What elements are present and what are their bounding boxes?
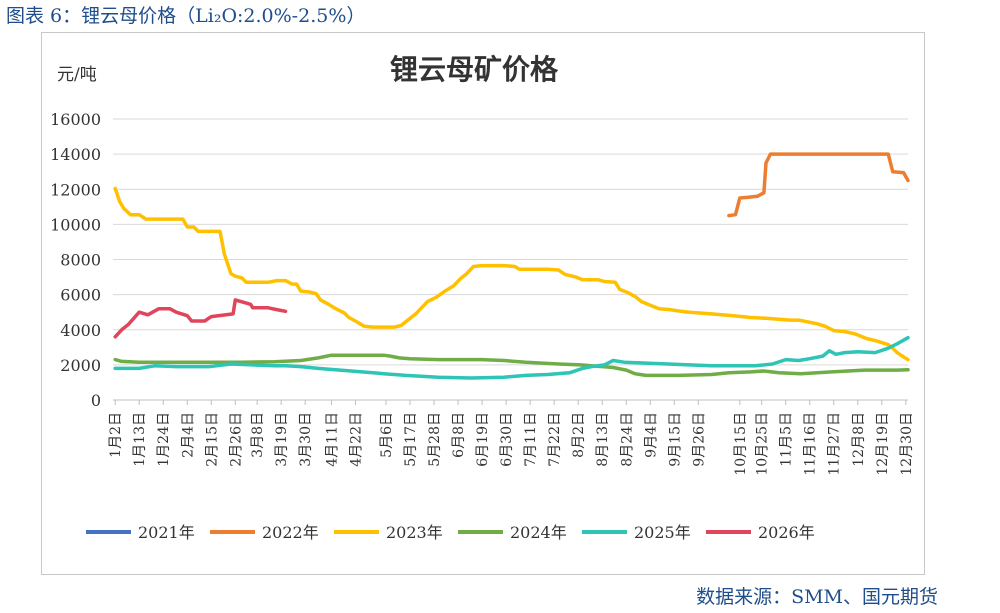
- x-tick-label: 6月30日: [499, 412, 515, 467]
- lithium-mica-price-chart: 锂云母矿价格 元/吨 0 2000 4000 6000 8000 10000 12000 14…: [50, 53, 915, 542]
- series-line-2024: [113, 353, 910, 378]
- x-tick-label: 5月28日: [427, 412, 443, 467]
- y-tick-label: 10000: [50, 215, 101, 234]
- x-tick-label: 12月19日: [875, 412, 891, 476]
- y-tick-label: 6000: [60, 286, 101, 305]
- y-tick-label: 4000: [60, 321, 101, 340]
- x-tick-label: 11月16日: [803, 412, 819, 476]
- legend-label: 2021年: [138, 523, 195, 542]
- x-tick-label: 4月11日: [324, 412, 340, 467]
- y-axis-ticks: 0 2000 4000 6000 8000 10000 12000 14000 16000: [50, 110, 101, 410]
- x-tick-label: 1月13日: [132, 412, 148, 467]
- y-tick-label: 16000: [50, 110, 101, 129]
- legend-label: 2025年: [634, 523, 691, 542]
- y-axis-unit-label: 元/吨: [57, 65, 97, 85]
- x-tick-label: 10月15日: [733, 412, 749, 476]
- x-tick-label: 1月24日: [156, 412, 172, 467]
- x-tick-label: 9月26日: [691, 412, 707, 467]
- source-note: 数据来源：SMM、国元期货: [696, 586, 938, 608]
- x-tick-label: 3月19日: [274, 412, 290, 467]
- x-tick-label: 4月22日: [348, 412, 364, 467]
- y-tick-label: 12000: [50, 180, 101, 199]
- x-tick-label: 6月19日: [475, 412, 491, 467]
- x-tick-label: 7月22日: [547, 412, 563, 467]
- x-tick-label: 1月2日: [108, 412, 124, 458]
- chart-title: 锂云母矿价格: [390, 53, 559, 86]
- x-axis-ticks: 1月2日 1月13日 1月24日 2月4日 2月15日 2月26日 3月8日 3月19日 3月3…: [108, 400, 915, 476]
- y-tick-label: 14000: [50, 145, 101, 164]
- x-tick-label: 2月15日: [204, 412, 220, 467]
- x-tick-label: 2月26日: [228, 412, 244, 467]
- figure-caption: 图表 6：锂云母价格（Li₂O:2.0%-2.5%）: [6, 5, 366, 27]
- legend-label: 2024年: [510, 523, 567, 542]
- x-tick-label: 6月8日: [451, 412, 467, 458]
- x-tick-label: 8月13日: [595, 412, 611, 467]
- y-tick-label: 0: [91, 391, 101, 410]
- chart-frame: 锂云母矿价格 元/吨 0 2000 4000 6000 8000 10000 12000 14…: [41, 32, 925, 575]
- x-tick-label: 7月11日: [523, 412, 539, 467]
- series-line-2026: [113, 298, 288, 339]
- x-tick-label: 12月30日: [899, 412, 915, 476]
- x-tick-label: 10月25日: [755, 412, 771, 476]
- x-tick-label: 2月4日: [180, 412, 196, 458]
- series-line-2025: [113, 335, 910, 380]
- x-tick-label: 3月30日: [298, 412, 314, 467]
- series-line-2023: [113, 186, 910, 362]
- x-tick-label: 12月8日: [851, 412, 867, 467]
- x-tick-label: 11月5日: [779, 412, 795, 467]
- x-tick-label: 11月27日: [827, 412, 843, 476]
- x-tick-label: 8月24日: [619, 412, 635, 467]
- legend: 2021年 2022年 2023年 2024年 2025年 2026年: [86, 523, 815, 542]
- x-tick-label: 5月6日: [379, 412, 395, 458]
- y-tick-label: 2000: [60, 356, 101, 375]
- x-tick-label: 9月4日: [643, 412, 659, 458]
- gridlines: [113, 118, 908, 401]
- x-tick-label: 5月17日: [403, 412, 419, 467]
- series-lines: [113, 152, 910, 380]
- legend-label: 2026年: [758, 523, 815, 542]
- legend-label: 2022年: [262, 523, 319, 542]
- x-tick-label: 8月2日: [571, 412, 587, 458]
- x-tick-label: 3月8日: [250, 412, 266, 458]
- legend-label: 2023年: [386, 523, 443, 542]
- y-tick-label: 8000: [60, 251, 101, 270]
- x-tick-label: 9月15日: [667, 412, 683, 467]
- series-line-2022: [727, 152, 910, 218]
